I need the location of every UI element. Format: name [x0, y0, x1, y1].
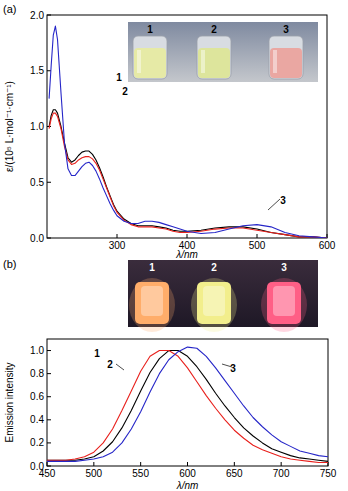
vial-liquid — [267, 282, 301, 324]
vial-liquid — [134, 48, 166, 78]
vial-highlight — [201, 50, 205, 73]
vial-highlight — [273, 286, 295, 316]
inset-photo: 1 2 3 — [128, 260, 318, 332]
y-tick-label: 0.5 — [30, 177, 44, 188]
y-tick — [47, 373, 51, 374]
x-tick-label: 700 — [273, 468, 290, 479]
label-leader — [268, 199, 280, 210]
inset-label: 2 — [211, 262, 217, 273]
x-axis-label: λ/nm — [175, 249, 198, 260]
vial-glass — [269, 36, 303, 79]
x-tick — [140, 462, 141, 466]
x-tick-label: 500 — [85, 468, 102, 479]
panel-title: (a) — [3, 3, 16, 15]
photo-bg — [128, 22, 318, 82]
x-tick-label: 600 — [179, 468, 196, 479]
vial-highlight — [137, 50, 141, 73]
panel: (b)4505005506006507007500.00.20.40.60.81… — [3, 258, 337, 491]
x-tick-label: 500 — [249, 240, 266, 251]
plot-frame — [47, 15, 327, 238]
panel: (a)3004005006000.00.51.01.52.0λ/nmε/(10⁵… — [3, 3, 336, 260]
x-tick — [187, 234, 188, 238]
vial-liquid — [270, 48, 302, 78]
vial-highlight — [273, 50, 277, 73]
vial-highlight — [141, 286, 163, 316]
label-leader — [116, 364, 124, 370]
y-tick — [47, 442, 51, 443]
y-tick-label: 1.5 — [30, 65, 44, 76]
plot-area — [47, 347, 328, 462]
inset-label: 1 — [147, 24, 153, 35]
x-tick-label: 600 — [319, 240, 336, 251]
series-label: 3 — [230, 363, 236, 374]
y-tick — [47, 396, 51, 397]
plot-frame — [47, 339, 328, 466]
vial-glass — [133, 36, 167, 79]
y-tick-label: 1.0 — [30, 345, 44, 356]
series-label: 1 — [116, 72, 122, 83]
y-axis-label: ε/(10⁵ L·mol⁻¹·cm⁻¹) — [4, 81, 15, 172]
inset-photo: 1 2 3 — [128, 22, 318, 82]
vial-glow — [191, 278, 237, 332]
x-tick — [187, 462, 188, 466]
panel-title: (b) — [3, 258, 16, 270]
vial-liquid — [198, 48, 230, 78]
x-tick — [93, 462, 94, 466]
y-tick — [47, 350, 51, 351]
vial-glass — [197, 36, 231, 79]
inset-label: 2 — [211, 24, 217, 35]
x-tick — [327, 234, 328, 238]
series-line — [47, 351, 328, 463]
y-tick-label: 0.6 — [30, 391, 44, 402]
figure: (a)3004005006000.00.51.01.52.0λ/nmε/(10⁵… — [0, 0, 348, 491]
x-tick-label: 750 — [320, 468, 337, 479]
x-tick — [257, 234, 258, 238]
y-axis-label: Emission intensity — [4, 362, 15, 442]
x-axis-label: λ/nm — [176, 480, 199, 491]
vial-highlight — [203, 286, 225, 316]
y-tick — [47, 466, 51, 467]
x-tick — [281, 462, 282, 466]
x-tick — [234, 462, 235, 466]
y-tick-label: 0.8 — [30, 368, 44, 379]
y-tick — [47, 238, 51, 239]
x-tick-label: 550 — [132, 468, 149, 479]
inset-label: 1 — [149, 262, 155, 273]
series-label: 3 — [280, 195, 286, 206]
inset-label: 3 — [281, 262, 287, 273]
y-tick-label: 0.0 — [30, 461, 44, 472]
series-label: 1 — [94, 348, 100, 359]
x-tick — [117, 234, 118, 238]
inset-label: 3 — [283, 24, 289, 35]
y-tick-label: 0.4 — [30, 414, 44, 425]
x-tick-label: 300 — [109, 240, 126, 251]
photo-bg — [128, 260, 318, 327]
y-tick — [47, 15, 51, 16]
series-line — [49, 110, 327, 238]
y-tick-label: 0.0 — [30, 233, 44, 244]
y-tick — [47, 419, 51, 420]
y-tick-label: 2.0 — [30, 10, 44, 21]
series-label: 2 — [122, 86, 128, 97]
series-label: 2 — [107, 359, 113, 370]
y-tick-label: 1.0 — [30, 121, 44, 132]
vial-liquid — [135, 282, 169, 324]
series-line — [47, 347, 328, 461]
x-tick-label: 650 — [226, 468, 243, 479]
y-tick-label: 0.2 — [30, 437, 44, 448]
series-line — [49, 113, 327, 238]
vial-liquid — [197, 282, 231, 324]
y-tick — [47, 182, 51, 183]
x-tick — [47, 462, 48, 466]
vial-glow — [129, 278, 175, 332]
vial-glow — [261, 278, 307, 332]
